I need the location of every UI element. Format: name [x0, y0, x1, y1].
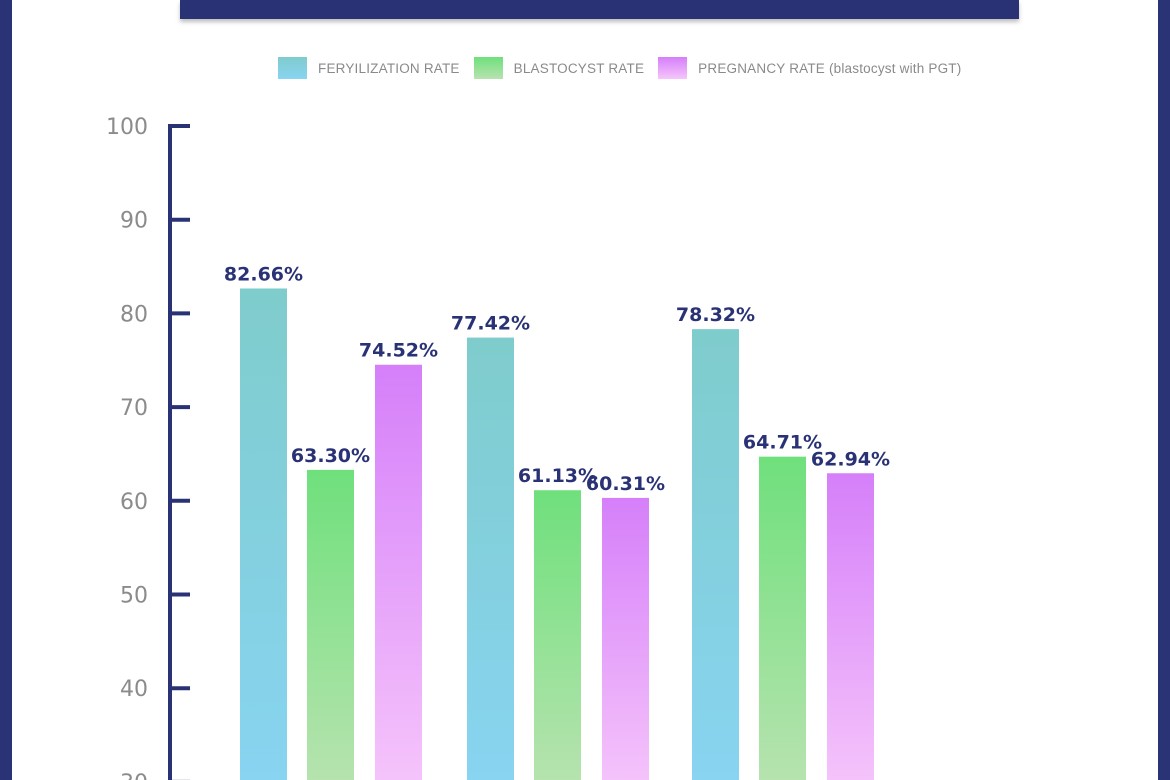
data-label-series-1-group-3: 78.32% [676, 304, 755, 326]
data-label-series-2-group-3: 64.71% [743, 432, 822, 454]
bar-series-3-group-1 [375, 364, 422, 780]
legend-swatch-pregnancy [658, 57, 688, 79]
bar-series-2-group-2 [534, 490, 581, 780]
y-tick-label: 70 [120, 396, 148, 421]
bar-series-3-group-3 [827, 473, 874, 780]
data-label-series-3-group-2: 60.31% [586, 473, 665, 495]
y-tick-label: 50 [120, 584, 148, 609]
title-bar [180, 0, 1019, 19]
bar-series-2-group-1 [307, 469, 354, 780]
legend-label-blastocyst: BLASTOCYST RATE [513, 60, 645, 76]
data-label-series-3-group-1: 74.52% [359, 340, 438, 362]
y-tick-label: 90 [120, 209, 148, 234]
data-label-series-3-group-3: 62.94% [811, 448, 890, 470]
chart-panel: FERYILIZATION RATE BLASTOCYST RATE PREGN… [12, 0, 1158, 780]
y-tick-label: 80 [120, 302, 148, 327]
legend-swatch-fertilization [278, 57, 307, 79]
legend-label-pregnancy: PREGNANCY RATE (blastocyst with PGT) [698, 60, 962, 76]
legend-item-pregnancy: PREGNANCY RATE (blastocyst with PGT) [658, 57, 961, 79]
y-axis: 100 90 80 70 60 50 40 30 [106, 115, 190, 780]
bar-series-3-group-2 [602, 497, 649, 780]
legend-label-fertilization: FERYILIZATION RATE [318, 60, 460, 76]
legend-item-fertilization: FERYILIZATION RATE [278, 57, 460, 79]
data-label-series-2-group-2: 61.13% [518, 465, 597, 487]
legend: FERYILIZATION RATE BLASTOCYST RATE PREGN… [278, 56, 975, 80]
data-label-series-1-group-1: 82.66% [224, 263, 303, 285]
bars [240, 288, 874, 780]
bar-series-1-group-3 [692, 329, 739, 780]
legend-item-blastocyst: BLASTOCYST RATE [473, 57, 645, 79]
data-labels: 82.66% 77.42% 78.32% 63.30% 61.13% 64.71% 74.5… [224, 263, 890, 494]
bar-series-1-group-2 [467, 337, 514, 780]
bar-chart: 100 90 80 70 60 50 40 30 82.66% 77.42% 78.32% 63.3… [106, 115, 890, 780]
legend-swatch-blastocyst [473, 57, 503, 79]
y-tick-label: 100 [106, 115, 148, 140]
bar-series-2-group-3 [759, 456, 806, 780]
data-label-series-1-group-2: 77.42% [451, 313, 530, 335]
y-tick-label: 40 [120, 677, 148, 702]
data-label-series-2-group-1: 63.30% [291, 445, 370, 467]
y-tick-label: 60 [120, 490, 148, 515]
y-tick-label: 30 [120, 771, 148, 780]
bar-series-1-group-1 [240, 288, 287, 780]
